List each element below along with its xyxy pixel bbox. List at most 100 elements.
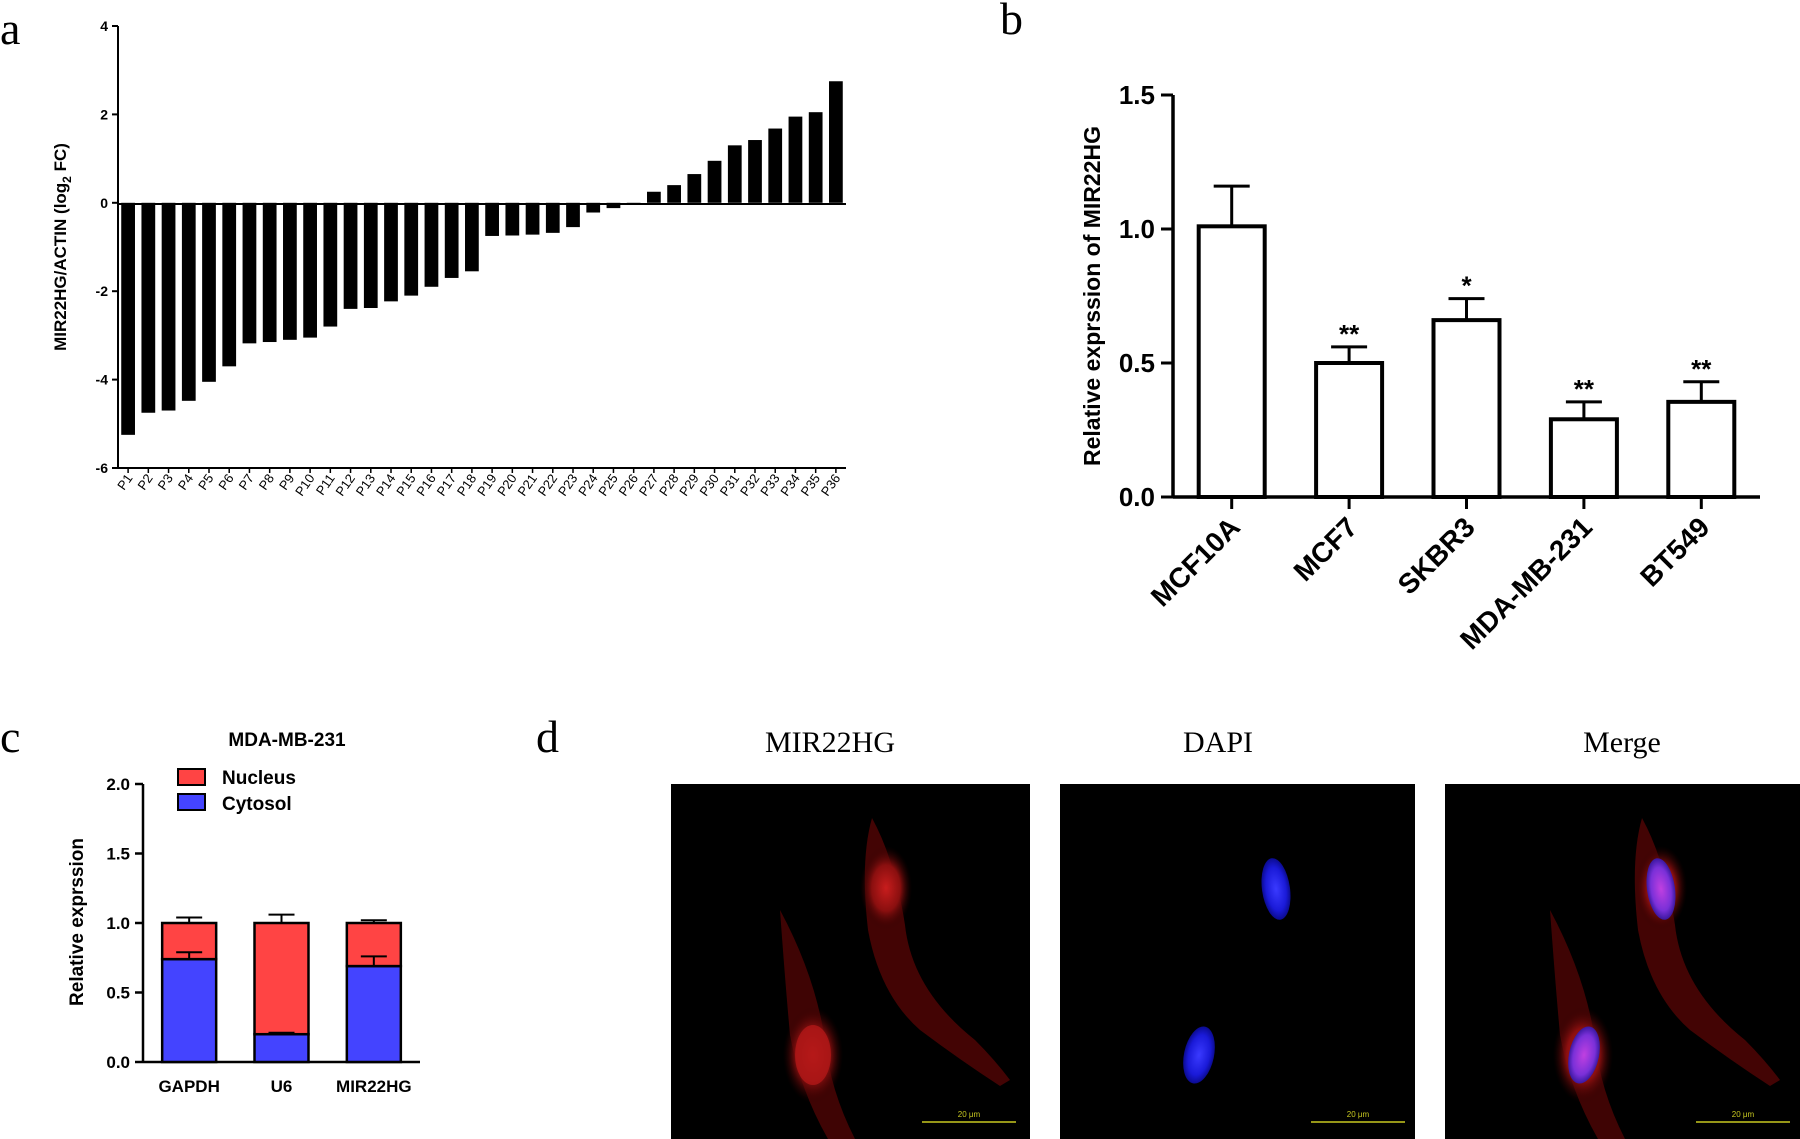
- chart-c-ylabel: Relative exprssion: [67, 838, 88, 1006]
- chart-a-xtick-label: P1: [114, 471, 135, 493]
- chart-a-xtick-label: P7: [235, 471, 256, 493]
- chart-b-bar-MCF10A: [1196, 224, 1267, 499]
- chart-c-ytick-label: 0.0: [106, 1053, 130, 1072]
- micrograph-title-dapi: DAPI: [1183, 726, 1253, 759]
- chart-a-bar-P19: [485, 202, 499, 236]
- chart-a-xtick-label: P30: [696, 471, 722, 499]
- legend-label-nucleus: Nucleus: [222, 768, 296, 789]
- chart-a-bar-P7: [242, 202, 257, 344]
- chart-a-xtick-label: P25: [595, 471, 621, 499]
- chart-c-ytick-label: 2.0: [106, 775, 130, 794]
- chart-a-xtick-label: P27: [636, 471, 662, 499]
- chart-b-ytick-label: 0.0: [1119, 482, 1155, 512]
- chart-b-ytick-label: 1.0: [1119, 214, 1155, 244]
- chart-a-xtick-label: P18: [454, 471, 480, 499]
- chart-a-bar-P15: [404, 202, 419, 296]
- chart-a-ytick-label: -6: [96, 460, 109, 476]
- chart-a: MIR22HG/ACTIN (log2 FC) 420-2-4-6 P1P2P3…: [51, 18, 846, 499]
- chart-a-bar-P17: [444, 202, 459, 278]
- chart-a-xtick-label: P21: [514, 471, 540, 499]
- chart-b-xtick-label: MCF7: [1288, 511, 1364, 587]
- chart-a-ytick-label: 2: [100, 106, 108, 122]
- chart-c-bar-cytosol-U6: [253, 1032, 310, 1064]
- chart-a-ytick-label: 0: [100, 195, 108, 211]
- chart-a-bar-P28: [667, 185, 681, 203]
- chart-c-bar-cytosol-GAPDH: [160, 957, 218, 1064]
- chart-a-bar-P23: [566, 202, 580, 228]
- chart-a-xtick-label: P28: [656, 471, 682, 499]
- chart-a-xtick-label: P31: [717, 471, 743, 499]
- chart-a-xtick-label: P9: [276, 471, 297, 493]
- chart-b-ytick-label: 0.5: [1119, 348, 1155, 378]
- panel-label-d: d: [536, 711, 559, 762]
- chart-c-xtick-label: MIR22HG: [336, 1077, 412, 1096]
- chart-a-bar-P16: [424, 202, 439, 287]
- nucleus-lower: [1183, 1026, 1215, 1084]
- chart-a-bar-P26: [626, 202, 641, 205]
- panel-label-a: a: [0, 3, 20, 54]
- chart-c-legend: Nucleus Cytosol: [177, 768, 296, 815]
- chart-a-bar-P13: [363, 202, 378, 308]
- chart-b: Relative exprssion of MIR22HG 0.0 0.5 1.0 1…: [1079, 80, 1760, 655]
- chart-a-bar-P21: [525, 202, 540, 235]
- chart-a-bar-P30: [707, 160, 722, 203]
- chart-a-bar-P27: [647, 191, 661, 203]
- chart-b-significance: *: [1461, 271, 1472, 301]
- chart-a-xtick-label: P6: [215, 471, 236, 493]
- legend-label-cytosol: Cytosol: [222, 794, 292, 815]
- chart-b-xtick-label: BT549: [1634, 511, 1715, 592]
- micrograph-dapi: 20 μm: [1060, 784, 1415, 1139]
- scale-bar-label-2: 20 μm: [1347, 1110, 1370, 1119]
- chart-a-xtick-label: P24: [575, 471, 601, 499]
- micrograph-title-mir22hg: MIR22HG: [765, 726, 895, 759]
- chart-a-xtick-label: P34: [777, 471, 803, 499]
- chart-a-xtick-label: P29: [676, 471, 702, 499]
- chart-b-bar-MDA-MB-231: [1548, 417, 1619, 499]
- chart-a-bar-P25: [606, 202, 621, 209]
- chart-a-xtick-label: P32: [737, 471, 763, 499]
- chart-a-bar-P4: [181, 202, 196, 401]
- chart-c-title: MDA-MB-231: [228, 730, 346, 751]
- chart-c-xtick-label: GAPDH: [158, 1077, 219, 1096]
- micrograph-title-merge: Merge: [1583, 726, 1661, 759]
- chart-a-xtick-label: P13: [353, 471, 379, 499]
- chart-a-bar-P1: [121, 202, 135, 435]
- chart-a-xtick-label: P23: [555, 471, 581, 499]
- chart-a-xtick-label: P33: [757, 471, 783, 499]
- chart-a-bar-P29: [687, 174, 702, 203]
- chart-b-xtick-label: MCF10A: [1145, 511, 1246, 612]
- chart-a-xtick-label: P12: [332, 471, 358, 499]
- chart-a-ytick-label: -4: [96, 372, 109, 388]
- chart-a-bar-P11: [323, 202, 338, 327]
- nucleus-upper: [1261, 858, 1291, 920]
- chart-a-xtick-label: P4: [175, 471, 196, 493]
- chart-b-bar-SKBR3: [1431, 318, 1502, 499]
- chart-a-bar-P36: [829, 81, 843, 203]
- chart-a-xtick-label: P14: [373, 471, 399, 499]
- chart-b-bar-BT549: [1666, 399, 1737, 499]
- chart-a-bar-P34: [788, 116, 803, 203]
- chart-a-xtick-label: P15: [393, 471, 419, 499]
- chart-c-ytick-label: 0.5: [106, 984, 130, 1003]
- chart-a-xtick-label: P11: [313, 471, 338, 498]
- micrograph-mir22hg: 20 μm: [671, 784, 1030, 1139]
- micrograph-merge: 20 μm: [1445, 784, 1800, 1139]
- chart-b-significance: **: [1691, 354, 1712, 384]
- chart-a-xtick-label: P36: [818, 471, 844, 499]
- chart-c-bar-nucleus-U6: [253, 921, 310, 1036]
- chart-a-bar-P31: [727, 145, 742, 203]
- chart-a-xtick-label: P22: [535, 471, 561, 499]
- chart-a-xtick-label: P17: [434, 471, 460, 499]
- chart-b-bar-MCF7: [1314, 361, 1385, 499]
- chart-a-bar-P6: [222, 202, 237, 367]
- chart-a-xtick-label: P19: [474, 471, 500, 499]
- chart-a-bar-P8: [262, 202, 277, 343]
- chart-a-xtick-label: P8: [256, 471, 277, 493]
- chart-a-bar-P18: [465, 202, 479, 272]
- chart-c-xtick-label: U6: [271, 1077, 293, 1096]
- chart-a-bar-P32: [748, 140, 762, 203]
- chart-a-bar-P14: [384, 202, 398, 302]
- chart-c-ytick-label: 1.0: [106, 914, 130, 933]
- chart-c-bar-cytosol-MIR22HG: [345, 964, 403, 1064]
- chart-a-bar-P33: [768, 128, 783, 203]
